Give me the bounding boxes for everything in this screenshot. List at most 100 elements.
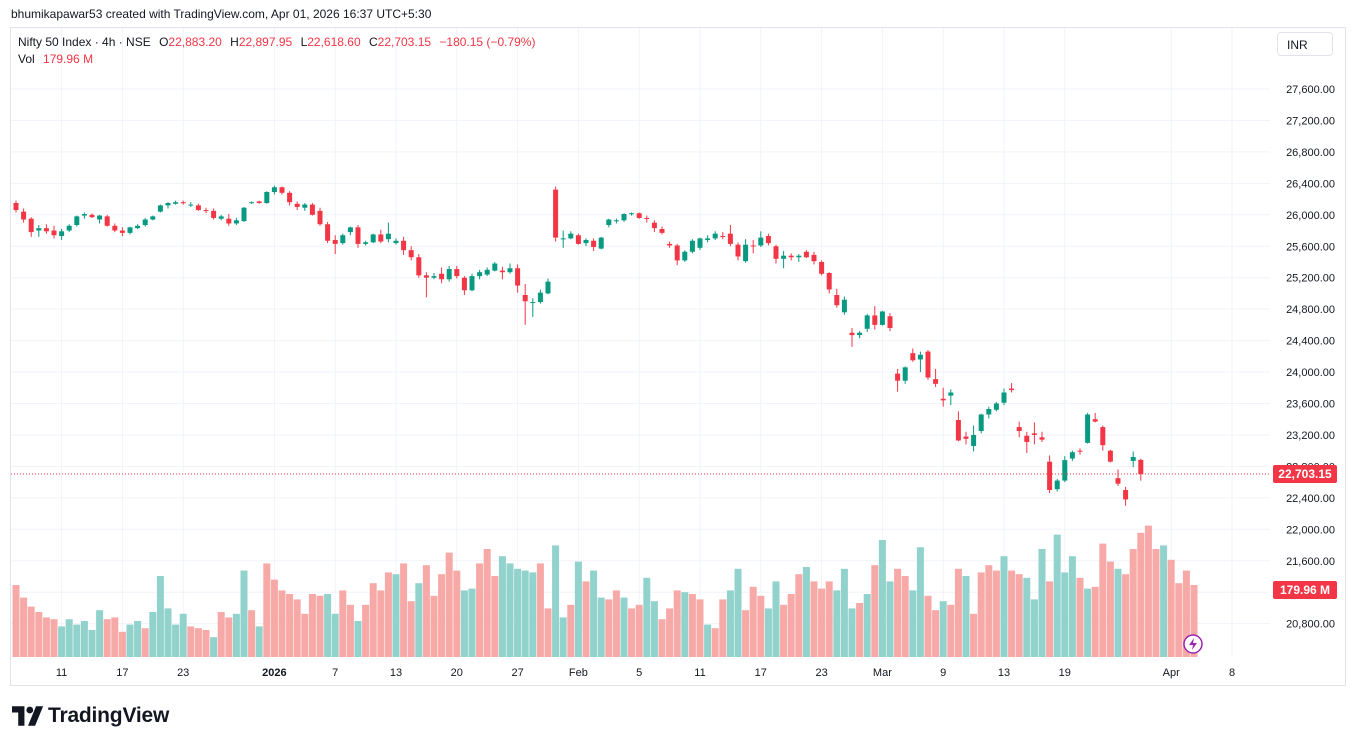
volume-bar [263,563,271,657]
candle-body [537,292,543,303]
volume-bar [1038,549,1046,657]
candle-body [948,392,954,396]
legend-high-value: 22,897.95 [238,35,293,49]
volume-bar [240,570,248,657]
candle-body [363,242,369,244]
candle-body [887,316,893,329]
candle-body [226,218,232,224]
x-axis-tick-label: 11 [56,667,67,679]
volume-bar [856,603,864,657]
candle-body [1107,450,1113,462]
candle-body [74,216,80,226]
candle-body [393,240,399,244]
volume-bar [749,586,757,657]
volume-bar [962,576,970,657]
volume-bar [483,549,491,657]
volume-bar [605,599,613,657]
candle-body [583,239,589,244]
tradingview-logo[interactable]: TradingView [12,704,169,728]
candle-body [568,233,574,239]
candle-body [674,245,680,261]
candle-body [51,230,57,236]
volume-bar [73,624,81,657]
volume-bar [12,585,20,657]
volume-bar [255,626,263,657]
candle-body [735,244,741,257]
volume-bar [248,610,256,657]
volume-bar [1076,577,1084,657]
x-axis-tick-label: 23 [815,667,827,679]
candle-body [879,311,885,325]
candle-body [727,233,733,244]
volume-bar [1091,586,1099,657]
volume-bar [795,574,803,657]
candle-body [340,235,346,244]
candle-body [370,234,376,243]
candle-body [689,240,695,252]
legend-ohlc-row: Nifty 50 Index · 4h · NSE O22,883.20 H22… [18,34,535,51]
volume-bar [179,613,187,657]
volume-bar [688,594,696,657]
volume-bar [460,590,468,657]
volume-bar [886,581,894,657]
candle-body [256,201,262,204]
candle-body [811,254,817,262]
volume-bar [149,612,157,657]
candle-body [294,203,300,207]
volume-bar [476,563,484,657]
volume-bar [1152,549,1160,657]
currency-selector[interactable]: INR [1277,32,1333,56]
candle-body [43,228,49,232]
candle-body [515,268,521,286]
y-axis-tick-label: 20,800.00 [1286,619,1335,631]
legend-symbol[interactable]: Nifty 50 Index · 4h · NSE [18,35,151,49]
candle-body [803,251,809,258]
candle-body [317,210,323,225]
volume-bar [1122,574,1130,657]
volume-bar [635,604,643,657]
candle-body [150,216,156,220]
candle-body [188,204,194,206]
chart-legend: Nifty 50 Index · 4h · NSE O22,883.20 H22… [18,34,535,68]
legend-low-label: L [300,35,308,49]
candle-body [993,403,999,410]
candle-body [264,191,270,204]
candle-body [864,315,870,329]
candle-body [180,202,186,204]
volume-bar [96,610,104,657]
volume-bar [666,608,674,657]
y-axis-tick-label: 26,000.00 [1286,210,1335,222]
candle-body [872,315,878,325]
candle-body [1016,427,1022,432]
volume-bar [324,594,332,657]
volume-bar [536,563,544,657]
legend-vol-label[interactable]: Vol [18,52,35,66]
volume-bar [802,567,810,657]
volume-bar [392,574,400,657]
volume-bar [574,561,582,657]
x-axis-tick-label: 27 [511,667,523,679]
volume-bar [1068,556,1076,657]
volume-bar [521,570,529,657]
volume-bar [126,624,134,657]
candle-body [621,214,627,221]
candle-body [598,237,604,249]
candle-body [1031,433,1037,435]
candle-body [750,245,756,247]
candle-body [21,211,27,220]
volume-bar [901,576,909,657]
x-axis-tick-label: Feb [569,667,588,679]
candle-body [644,217,650,219]
volume-bar [141,628,149,657]
candle-body [530,302,536,304]
chart-canvas[interactable]: 27,600.00 27,200.00 26,800.00 26,400.00 26,0… [0,0,1355,700]
candle-body [355,227,361,244]
volume-bar [35,612,43,657]
candle-body [66,225,72,231]
volume-bar [164,608,172,657]
volume-bar [734,568,742,657]
volume-bar [232,613,240,657]
volume-bar [346,604,354,657]
candle-body [986,409,992,415]
volume-bar [286,594,294,657]
